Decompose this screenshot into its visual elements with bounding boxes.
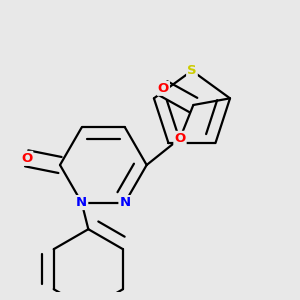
Text: O: O: [158, 82, 169, 95]
Text: N: N: [76, 196, 87, 209]
Text: O: O: [174, 132, 186, 145]
Text: S: S: [187, 64, 197, 77]
Text: N: N: [119, 196, 130, 209]
Text: O: O: [21, 152, 32, 165]
